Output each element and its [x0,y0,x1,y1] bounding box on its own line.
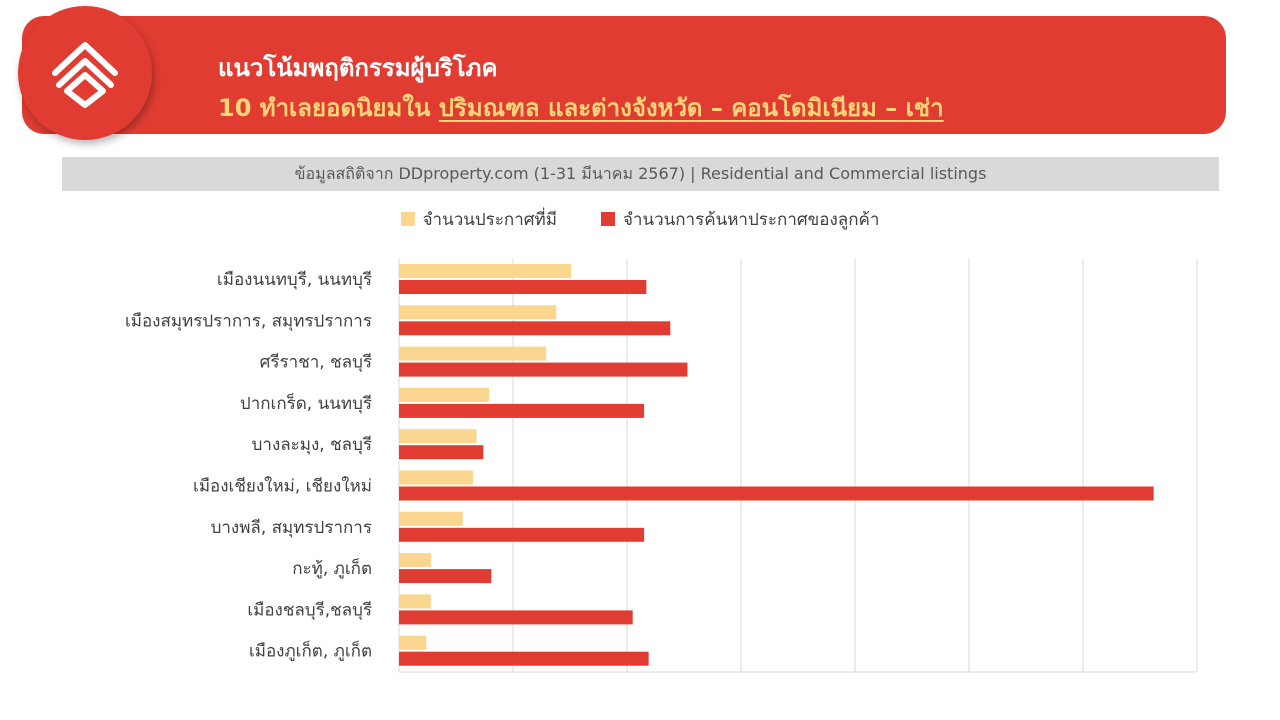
bar-searches [399,486,1154,501]
bar-listings [399,553,431,568]
legend-item-searches: จำนวนการค้นหาประกาศของลูกค้า [600,206,880,233]
bar-searches [399,445,484,460]
page-title: แนวโน้มพฤติกรรมผู้บริโภค [218,54,498,82]
bar-listings [399,387,490,402]
category-label: เมืองสมุทรปราการ, สมุทรปราการ [125,311,372,331]
bar-searches [399,403,645,418]
bar-listings [399,511,463,526]
bar-searches [399,610,633,625]
bar-listings [399,429,477,444]
category-label: บางพลี, สมุทรปราการ [211,518,372,538]
bar-searches [399,321,671,336]
bar-searches [399,651,649,666]
category-label: เมืองเชียงใหม่, เชียงใหม่ [193,476,372,497]
bar-searches [399,527,645,542]
legend-swatch-searches [600,212,615,226]
category-label: กะทู้, ภูเก็ต [292,557,372,579]
bar-searches [399,362,688,377]
logo-house-graphic [52,42,118,108]
legend-label-searches: จำนวนการค้นหาประกาศของลูกค้า [622,209,880,230]
legend-swatch-listings [400,212,415,226]
bar-listings [399,305,557,320]
bar-listings [399,470,474,485]
legend-label-listings: จำนวนประกาศที่มี [422,209,557,230]
ddproperty-house-logo-icon [18,6,152,140]
category-label: บางละมุง, ชลบุรี [252,435,372,455]
legend-item-listings: จำนวนประกาศที่มี [400,206,557,233]
subtitle-region: ปริมณฑล และต่างจังหวัด – คอนโดมิเนียม – … [438,94,944,122]
category-label: ปากเกร็ด, นนทบุรี [240,392,372,414]
source-caption: ข้อมูลสถิติจาก DDproperty.com (1-31 มีนา… [62,157,1219,191]
bar-listings [399,594,431,609]
category-label: เมืองนนทบุรี, นนทบุรี [217,270,372,290]
header-banner: แนวโน้มพฤติกรรมผู้บริโภค 10 ทำเลยอดนิยมใ… [22,16,1226,134]
bar-listings [399,635,427,650]
bar-searches [399,569,492,584]
bar-searches [399,280,647,294]
subtitle-prefix: 10 ทำเลยอดนิยมใน [218,94,439,122]
chart-legend: จำนวนประกาศที่มี จำนวนการค้นหาประกาศของล… [0,206,1280,232]
category-label: เมืองชลบุรี,ชลบุรี [247,600,372,620]
page-subtitle: 10 ทำเลยอดนิยมใน ปริมณฑล และต่างจังหวัด … [218,88,944,127]
bar-listings [399,264,572,278]
category-label: ศรีราชา, ชลบุรี [260,353,372,373]
bar-listings [399,346,547,361]
category-label: เมืองภูเก็ต, ภูเก็ต [249,640,372,662]
